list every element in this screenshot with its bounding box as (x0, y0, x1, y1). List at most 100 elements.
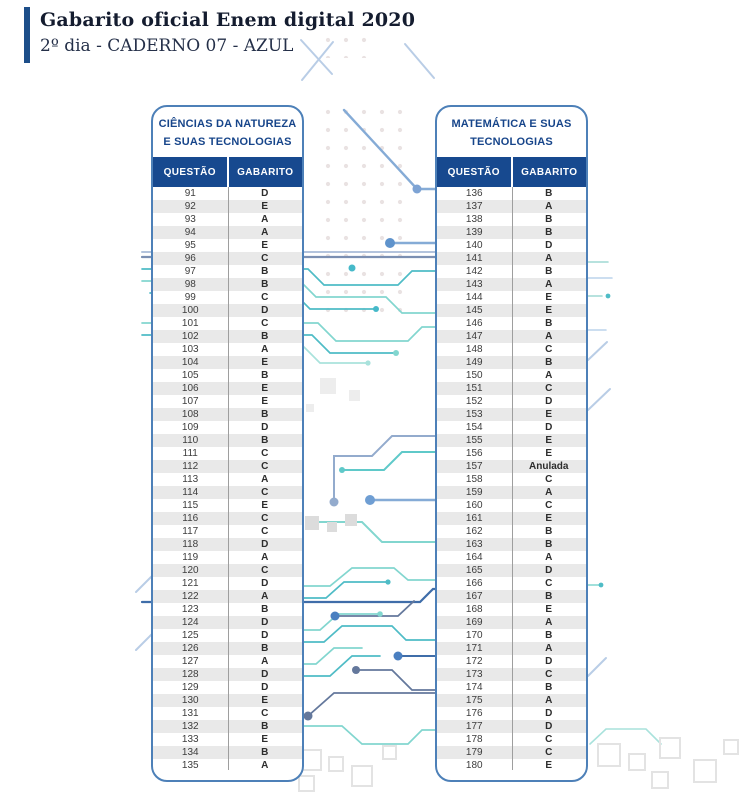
answer-letter: C (545, 500, 553, 511)
answer-letter: A (545, 201, 553, 212)
question-number: 128 (181, 669, 199, 680)
table-row: 140 D (437, 239, 586, 252)
question-number: 149 (465, 357, 483, 368)
answer-letter: D (545, 721, 553, 732)
table-row: 138 B (437, 213, 586, 226)
answer-letter: E (261, 500, 269, 511)
question-number: 141 (465, 253, 483, 264)
question-number: 169 (465, 617, 483, 628)
answer-letter: E (261, 357, 269, 368)
page-subtitle: 2º dia - CADERNO 07 - AZUL (40, 36, 294, 56)
answer-letter: A (545, 331, 553, 342)
question-number: 153 (465, 409, 483, 420)
table-row: 102 B (153, 330, 302, 343)
answer-letter: B (261, 331, 269, 342)
answer-letter: B (545, 591, 553, 602)
question-number: 111 (182, 448, 198, 459)
answer-letter: A (545, 279, 553, 290)
answer-letter: E (545, 513, 553, 524)
answer-letter: E (545, 409, 553, 420)
table-row: 114 C (153, 486, 302, 499)
table-row: 153 E (437, 408, 586, 421)
table-row: 135 A (153, 759, 302, 772)
question-number: 174 (465, 682, 483, 693)
question-number: 126 (181, 643, 199, 654)
question-number: 147 (465, 331, 483, 342)
table-row: 127 A (153, 655, 302, 668)
table-title-line2: TECNOLOGIAS (470, 136, 553, 148)
page-title: Gabarito oficial Enem digital 2020 (40, 9, 416, 31)
question-number: 133 (181, 734, 199, 745)
table-row: 112 C (153, 460, 302, 473)
table-row: 128 D (153, 668, 302, 681)
column-header-gabarito: GABARITO (237, 166, 294, 178)
answer-letter: D (545, 656, 553, 667)
question-number: 178 (465, 734, 483, 745)
table-row: 152 D (437, 395, 586, 408)
question-number: 170 (465, 630, 483, 641)
question-number: 179 (465, 747, 483, 758)
question-number: 142 (465, 266, 483, 277)
question-number: 96 (184, 253, 196, 264)
table-row: 111 C (153, 447, 302, 460)
table-row: 146 B (437, 317, 586, 330)
answer-letter: B (261, 266, 269, 277)
answer-letter: B (545, 630, 553, 641)
question-number: 124 (181, 617, 199, 628)
question-number: 92 (184, 201, 196, 212)
table-row: 105 B (153, 369, 302, 382)
answer-letter: B (545, 227, 553, 238)
table-row: 137 A (437, 200, 586, 213)
question-number: 148 (465, 344, 483, 355)
table-row: 93 A (153, 213, 302, 226)
question-number: 137 (465, 201, 483, 212)
answer-letter: D (261, 188, 269, 199)
question-number: 145 (465, 305, 483, 316)
table-row: 154 D (437, 421, 586, 434)
question-number: 175 (465, 695, 483, 706)
column-header-questao: QUESTÃO (437, 157, 513, 187)
question-number: 116 (182, 513, 199, 524)
answer-letter: D (261, 539, 269, 550)
table-row: 178 C (437, 733, 586, 746)
answer-letter: B (545, 188, 553, 199)
table-row: 100 D (153, 304, 302, 317)
table-row: 96 C (153, 252, 302, 265)
answer-letter: D (261, 578, 269, 589)
table-body: 91 D 92 E 93 A 94 A 95 E 96 C 97 B 98 B 99 C 100 D 101 C 102 B 1… (153, 187, 302, 780)
answer-letter: C (545, 669, 553, 680)
table-row: 104 E (153, 356, 302, 369)
answer-letter: C (545, 578, 553, 589)
question-number: 91 (184, 188, 196, 199)
table-row: 97 B (153, 265, 302, 278)
question-number: 167 (465, 591, 483, 602)
answer-letter: C (261, 292, 269, 303)
table-row: 143 A (437, 278, 586, 291)
answer-table-ciencias-natureza: CIÊNCIAS DA NATUREZA E SUAS TECNOLOGIAS … (151, 105, 304, 782)
table-row: 116 C (153, 512, 302, 525)
table-row: 126 B (153, 642, 302, 655)
question-number: 154 (465, 422, 483, 433)
question-number: 159 (465, 487, 483, 498)
question-number: 161 (465, 513, 483, 524)
table-row: 91 D (153, 187, 302, 200)
question-number: 138 (465, 214, 483, 225)
question-number: 140 (465, 240, 483, 251)
table-row: 101 C (153, 317, 302, 330)
question-number: 100 (181, 305, 199, 316)
table-row: 177 D (437, 720, 586, 733)
question-number: 173 (465, 669, 483, 680)
answer-letter: A (545, 695, 553, 706)
table-row: 162 B (437, 525, 586, 538)
question-number: 105 (181, 370, 199, 381)
table-row: 156 E (437, 447, 586, 460)
question-number: 95 (184, 240, 196, 251)
table-row: 131 C (153, 707, 302, 720)
question-number: 125 (181, 630, 199, 641)
question-number: 123 (181, 604, 199, 615)
table-row: 161 E (437, 512, 586, 525)
answer-letter: C (261, 253, 269, 264)
table-row: 160 C (437, 499, 586, 512)
